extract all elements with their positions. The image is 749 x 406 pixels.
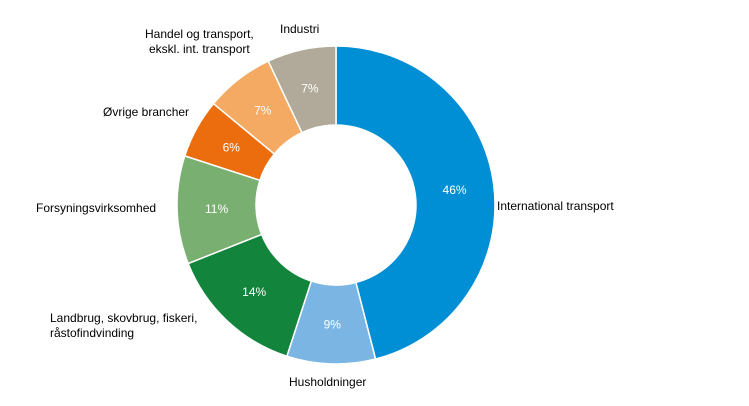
label-handel-line-2: ekskl. int. transport <box>149 42 250 56</box>
value-label: 46% <box>443 183 467 197</box>
label-international-transport: International transport <box>497 199 614 213</box>
label-handel-og-transport: Handel og transport, ekskl. int. transpo… <box>145 27 254 57</box>
value-label: 9% <box>324 317 342 331</box>
value-label: 11% <box>205 202 228 216</box>
label-landbrug-line-1: Landbrug, skovbrug, fiskeri, <box>50 311 198 325</box>
label-ovrige-brancher: Øvrige brancher <box>103 105 190 119</box>
label-husholdninger: Husholdninger <box>289 375 367 389</box>
value-label: 7% <box>254 104 272 118</box>
slice-international-transport <box>335 45 496 360</box>
label-forsyningsvirksomhed: Forsyningsvirksomhed <box>36 201 157 215</box>
value-label: 7% <box>301 81 319 95</box>
label-landbrug: Landbrug, skovbrug, fiskeri, råstofindvi… <box>50 311 197 341</box>
value-label: 6% <box>223 140 241 154</box>
value-label: 14% <box>242 285 266 299</box>
label-handel-line-1: Handel og transport, <box>145 27 254 41</box>
label-landbrug-line-2: råstofindvinding <box>50 326 135 340</box>
slice-industri <box>267 45 337 134</box>
label-industri: Industri <box>280 22 320 36</box>
